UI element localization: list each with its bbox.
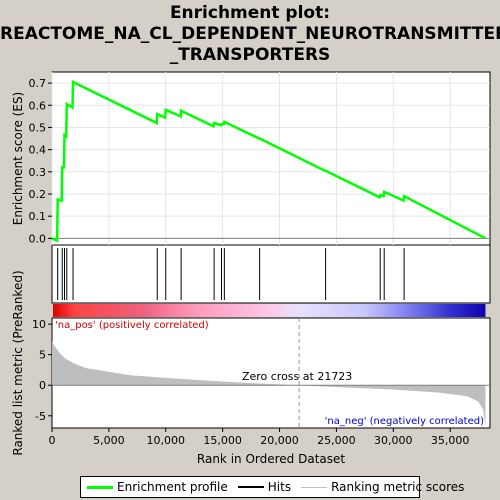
metric-y-tick-label: 10 [32, 318, 46, 331]
zero-cross-label: Zero cross at 21723 [242, 370, 352, 383]
x-tick-label: 5,000 [93, 434, 125, 447]
es-y-axis-label: Enrichment score (ES) [11, 92, 25, 225]
legend-swatch-metric [301, 486, 328, 488]
es-y-tick-label: 0.1 [29, 210, 47, 223]
es-y-tick-label: 0.2 [29, 188, 47, 201]
es-y-tick-label: 0.7 [29, 77, 47, 90]
legend-label-metric: Ranking metric scores [331, 480, 465, 494]
title-line-1: Enrichment plot: [169, 3, 331, 23]
metric-y-tick-label: 5 [39, 349, 46, 362]
ranking-metric-area [52, 341, 486, 425]
legend: Enrichment profile Hits Ranking metric s… [80, 476, 464, 498]
metric-y-axis-label: Ranked list metric (PreRanked) [11, 270, 25, 455]
legend-swatch-hits [237, 486, 264, 488]
legend-item-metric: Ranking metric scores [301, 480, 464, 494]
legend-item-enrichment: Enrichment profile [87, 480, 228, 494]
metric-panel [51, 317, 491, 429]
x-tick-label: 20,000 [260, 434, 299, 447]
metric-y-tick-label: 0 [39, 379, 46, 392]
pos-label: 'na_pos' (positively correlated) [55, 320, 209, 331]
x-tick-label: 10,000 [147, 434, 186, 447]
x-tick-label: 0 [49, 434, 56, 447]
es-y-tick-label: 0.5 [29, 121, 47, 134]
es-panel [51, 71, 491, 246]
metric-y-tick-label: -5 [35, 410, 46, 423]
legend-label-enrichment: Enrichment profile [117, 480, 228, 494]
x-tick-label: 30,000 [374, 434, 413, 447]
neg-label: 'na_neg' (negatively correlated) [325, 416, 484, 427]
hits-panel [51, 244, 491, 304]
es-y-tick-label: 0.3 [29, 166, 47, 179]
chart-title: Enrichment plot: REACTOME_NA_CL_DEPENDEN… [0, 3, 500, 66]
es-y-tick-label: 0.6 [29, 99, 47, 112]
es-y-tick-label: 0.0 [29, 232, 47, 245]
legend-item-hits: Hits [237, 480, 292, 494]
legend-swatch-enrichment [87, 485, 113, 489]
x-tick-label: 15,000 [203, 434, 242, 447]
x-tick-label: 25,000 [317, 434, 356, 447]
legend-label-hits: Hits [267, 480, 292, 494]
x-tick-label: 35,000 [431, 434, 470, 447]
es-y-tick-label: 0.4 [29, 144, 47, 157]
title-line-2: REACTOME_NA_CL_DEPENDENT_NEUROTRANSMITTE… [0, 24, 500, 44]
rank-color-band [53, 304, 486, 317]
x-axis-label: Rank in Ordered Dataset [197, 452, 345, 466]
title-line-3: _TRANSPORTERS [169, 45, 331, 65]
enrichment-profile-line [51, 80, 486, 243]
